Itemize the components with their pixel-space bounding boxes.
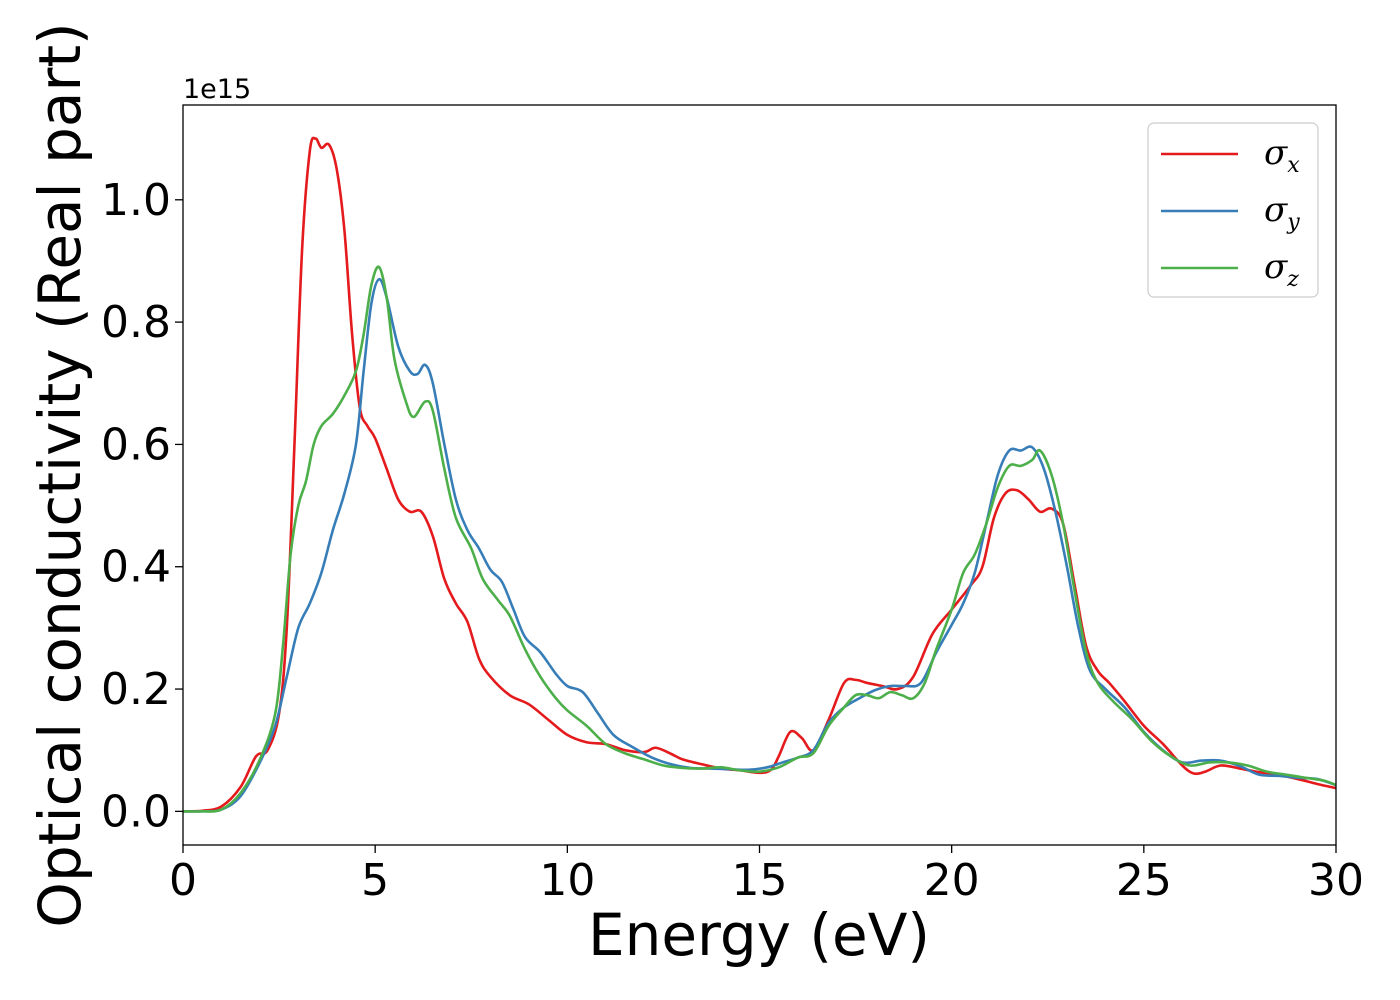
- y-tick-label: 1.0: [101, 175, 171, 226]
- legend-label-sigma-y: σy: [1264, 190, 1300, 235]
- y-tick-label: 0.2: [101, 664, 171, 715]
- y-axis-label: Optical conductivity (Real part): [26, 22, 94, 927]
- series-group: [183, 136, 1336, 813]
- series-line-sigma-z: [183, 265, 1336, 813]
- x-tick-label: 30: [1308, 855, 1364, 906]
- x-tick-label: 0: [169, 855, 197, 906]
- x-axis-label: Energy (eV): [588, 901, 930, 969]
- x-tick-label: 10: [539, 855, 595, 906]
- x-tick-label: 20: [924, 855, 980, 906]
- y-tick-label: 0.8: [101, 297, 171, 348]
- series-line-sigma-x: [183, 136, 1336, 813]
- y-offset-label: 1e15: [183, 74, 251, 105]
- y-tick-label: 0.4: [101, 542, 171, 593]
- y-tick-label: 0.0: [101, 786, 171, 837]
- series-line-sigma-y: [183, 277, 1336, 813]
- y-tick-label: 0.6: [101, 419, 171, 470]
- legend-label-sigma-z: σz: [1264, 247, 1299, 292]
- legend-label-sigma-x: σx: [1264, 133, 1300, 178]
- x-axis: 0 5 10 15 20 25 30: [169, 845, 1364, 906]
- x-tick-label: 25: [1116, 855, 1172, 906]
- legend: σx σy σz: [1147, 122, 1319, 298]
- y-axis: 0.0 0.2 0.4 0.6 0.8 1.0: [101, 175, 183, 837]
- x-tick-label: 5: [361, 855, 389, 906]
- x-tick-label: 15: [732, 855, 788, 906]
